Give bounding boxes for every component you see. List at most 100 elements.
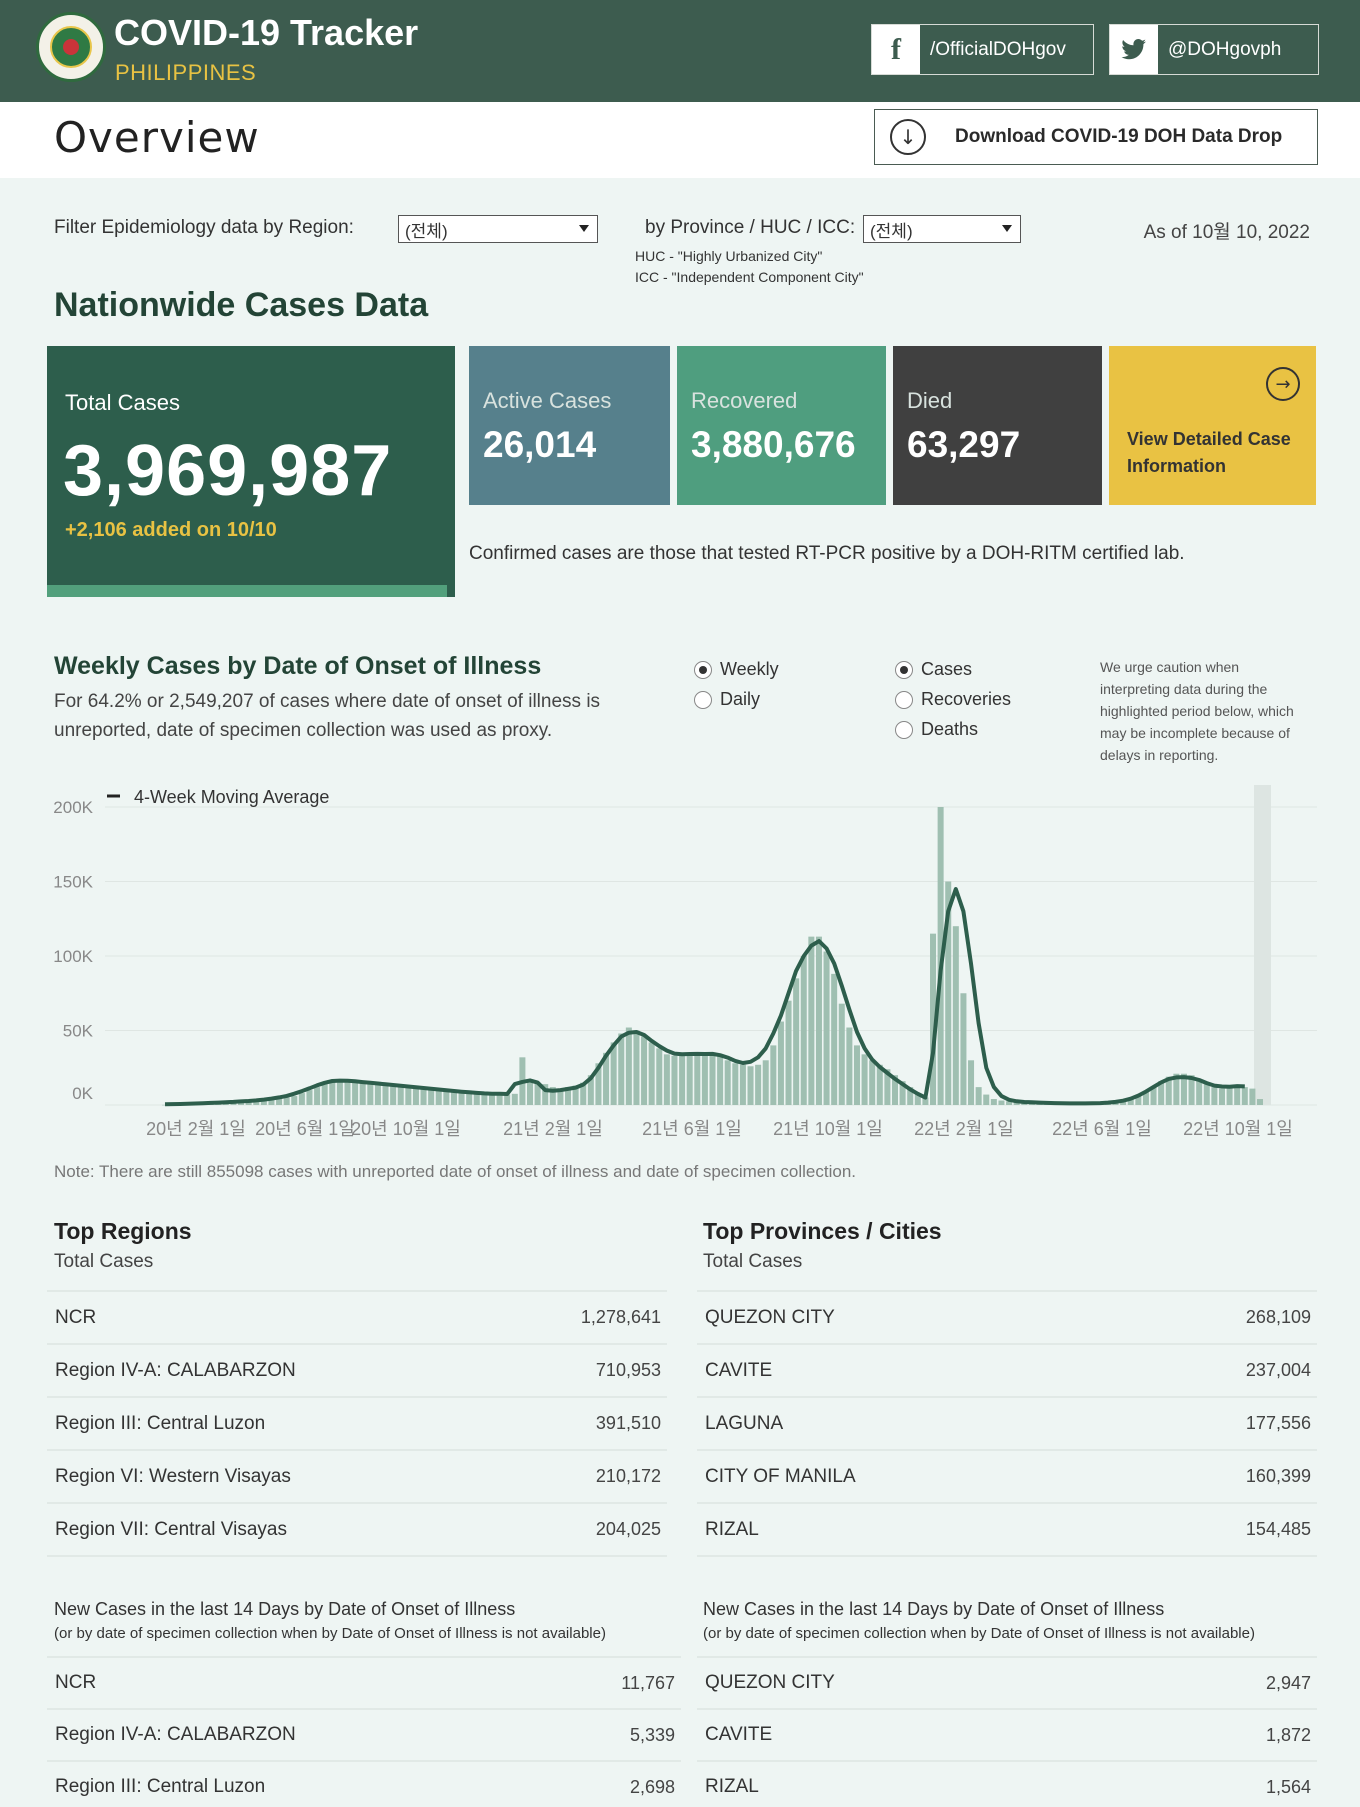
chart-bar <box>374 1083 381 1105</box>
top-regions-table: NCR 1,278,641 Region IV-A: CALABARZON 710,9… <box>47 1290 667 1557</box>
radio-selected-icon <box>694 660 712 679</box>
table-row: CITY OF MANILA 160,399 <box>697 1451 1317 1504</box>
province-filter-select[interactable]: (전체) <box>863 215 1021 243</box>
table-row: LAGUNA 177,556 <box>697 1398 1317 1451</box>
died-value: 63,297 <box>907 424 1021 465</box>
chart-bar <box>443 1090 450 1105</box>
chart-bar <box>268 1099 275 1105</box>
x-tick-label: 22년 2월 1일 <box>914 1119 1014 1139</box>
chart-bar <box>793 978 800 1105</box>
chart-bar <box>1234 1085 1241 1105</box>
chart-bar <box>831 973 838 1105</box>
table-row: Region VI: Western Visayas 210,172 <box>47 1451 667 1504</box>
chart-bar <box>1135 1096 1142 1105</box>
table-row: Region VII: Central Visayas 204,025 <box>47 1504 667 1557</box>
radio-daily[interactable]: Daily <box>694 689 760 710</box>
chart-bar <box>656 1048 663 1105</box>
regions-new14-table: NCR 11,767 Region IV-A: CALABARZON 5,339 Reg… <box>47 1656 681 1807</box>
chart-bar <box>1150 1087 1157 1105</box>
cases-added-today: +2,106 added on 10/10 <box>65 519 277 541</box>
row-value: 210,172 <box>595 1466 661 1486</box>
chart-bar <box>610 1042 617 1105</box>
chart-bar <box>565 1087 572 1105</box>
provinces-new14-title: New Cases in the last 14 Days by Date of… <box>703 1599 1165 1619</box>
radio-unselected-icon <box>895 690 913 709</box>
chart-bar <box>747 1066 754 1105</box>
radio-deaths[interactable]: Deaths <box>895 719 978 740</box>
chart-bar <box>762 1060 769 1105</box>
chart-bar <box>960 993 967 1105</box>
total-cases-value: 3,969,987 <box>63 431 393 511</box>
radio-weekly[interactable]: Weekly <box>694 659 779 680</box>
row-name: Region III: Central Luzon <box>55 1776 266 1797</box>
chart-bar <box>587 1075 594 1105</box>
chart-bar <box>473 1093 480 1105</box>
top-regions-title: Top Regions <box>54 1218 192 1244</box>
download-data-drop-button[interactable]: ↓ Download COVID-19 DOH Data Drop <box>874 109 1318 165</box>
row-name: RIZAL <box>705 1518 759 1540</box>
chart-bar <box>884 1069 891 1105</box>
radio-recoveries[interactable]: Recoveries <box>895 689 1011 710</box>
row-name: Region III: Central Luzon <box>55 1412 266 1434</box>
table-row: RIZAL 154,485 <box>697 1504 1317 1557</box>
province-filter-value: (전체) <box>870 221 913 241</box>
chart-bar <box>1180 1073 1187 1105</box>
x-tick-label: 22년 10월 1일 <box>1183 1119 1293 1139</box>
y-tick-label: 100K <box>53 947 93 966</box>
chart-bar <box>1013 1102 1020 1105</box>
active-cases-card: Active Cases 26,014 <box>469 346 670 505</box>
chart-bar <box>1158 1081 1165 1105</box>
table-row: QUEZON CITY 2,947 <box>697 1658 1317 1710</box>
row-name: Region IV-A: CALABARZON <box>55 1724 296 1745</box>
chart-bar <box>701 1054 708 1105</box>
radio-cases[interactable]: Cases <box>895 659 972 680</box>
download-icon: ↓ <box>890 119 926 155</box>
chart-bar <box>1173 1073 1180 1105</box>
chart-bar <box>755 1064 762 1105</box>
radio-recoveries-label: Recoveries <box>921 689 1012 709</box>
chart-bar <box>1203 1084 1210 1105</box>
table-row: QUEZON CITY 268,109 <box>697 1292 1317 1345</box>
chart-bar <box>298 1093 305 1105</box>
chart-bar <box>481 1093 488 1105</box>
facebook-link[interactable]: f /OfficialDOHgov <box>871 24 1094 75</box>
table-row: Region IV-A: CALABARZON 5,339 <box>47 1710 681 1762</box>
row-name: RIZAL <box>705 1776 759 1797</box>
row-value: 1,564 <box>1265 1776 1311 1797</box>
chart-bar <box>663 1054 670 1105</box>
top-regions-subtitle: Total Cases <box>54 1251 154 1272</box>
chart-bar <box>732 1063 739 1105</box>
chart-bar <box>1127 1099 1134 1105</box>
table-row: NCR 11,767 <box>47 1658 681 1710</box>
recovered-card: Recovered 3,880,676 <box>677 346 886 505</box>
top-provinces-title: Top Provinces / Cities <box>703 1218 942 1244</box>
chart-bar <box>405 1086 412 1105</box>
table-row: CAVITE 1,872 <box>697 1710 1317 1762</box>
chart-bar <box>891 1075 899 1105</box>
chart-bar <box>838 1003 845 1105</box>
chart-bar <box>770 1045 777 1105</box>
chevron-down-icon <box>1002 225 1012 232</box>
row-value: 5,339 <box>629 1724 675 1745</box>
chart-bar <box>344 1080 351 1105</box>
view-detailed-case-button[interactable]: → View Detailed Case Information <box>1109 346 1316 505</box>
x-tick-label: 20년 10월 1일 <box>351 1119 461 1139</box>
regions-new14-note: (or by date of specimen collection when … <box>54 1625 606 1642</box>
facebook-icon: f <box>872 25 920 74</box>
twitter-handle: @DOHgovph <box>1168 38 1282 60</box>
recovered-value: 3,880,676 <box>691 424 856 465</box>
total-cases-label: Total Cases <box>65 390 180 415</box>
chart-bar <box>435 1089 442 1105</box>
chart-bar <box>253 1100 260 1105</box>
row-value: 710,953 <box>595 1360 661 1380</box>
row-value: 1,278,641 <box>580 1307 661 1327</box>
region-filter-select[interactable]: (전체) <box>398 215 598 243</box>
twitter-link[interactable]: @DOHgovph <box>1109 24 1319 75</box>
chart-bar <box>998 1100 1005 1105</box>
chart-bar <box>352 1081 359 1105</box>
chart-bar <box>641 1036 648 1105</box>
chart-bar <box>283 1097 290 1105</box>
as-of-date: As of 10월 10, 2022 <box>1143 222 1310 243</box>
chart-bar <box>306 1090 313 1105</box>
table-row: Region IV-A: CALABARZON 710,953 <box>47 1345 667 1398</box>
